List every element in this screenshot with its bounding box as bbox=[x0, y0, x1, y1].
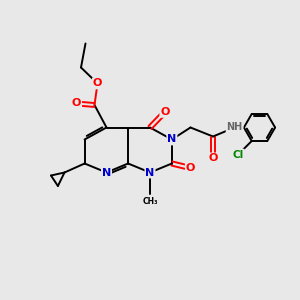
Text: O: O bbox=[208, 153, 218, 164]
Text: N: N bbox=[102, 167, 111, 178]
Text: CH₃: CH₃ bbox=[142, 196, 158, 206]
Text: O: O bbox=[72, 98, 81, 109]
Text: O: O bbox=[160, 107, 170, 117]
Text: O: O bbox=[93, 78, 102, 88]
Text: Cl: Cl bbox=[232, 149, 244, 160]
Text: N: N bbox=[146, 167, 154, 178]
Text: N: N bbox=[167, 134, 176, 145]
Text: NH: NH bbox=[226, 122, 243, 133]
Text: O: O bbox=[186, 163, 195, 173]
